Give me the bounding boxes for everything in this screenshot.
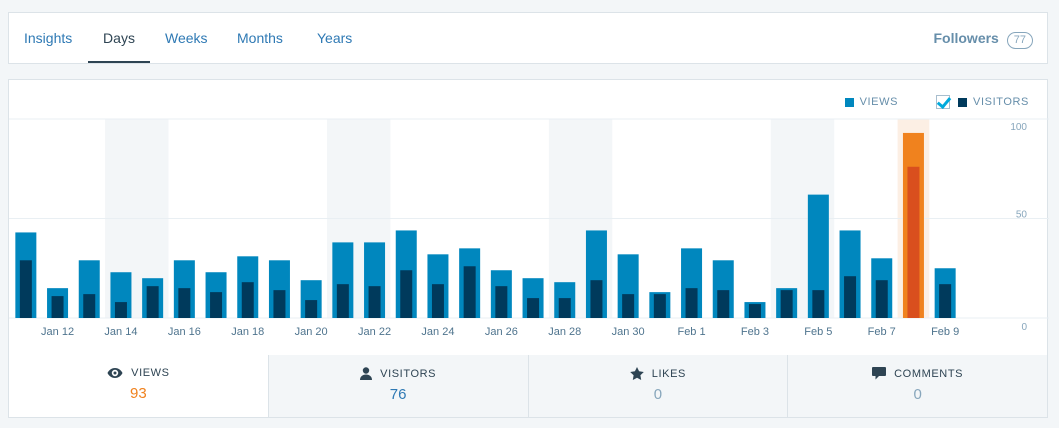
x-tick-label: Jan 26 xyxy=(485,326,518,338)
views-bar xyxy=(807,194,829,318)
stat-likes-label: LIKES xyxy=(651,367,686,380)
followers-label: Followers xyxy=(933,30,999,46)
visitors-bar xyxy=(748,304,761,318)
stat-likes-value: 0 xyxy=(653,386,663,403)
visitors-bar xyxy=(336,284,349,318)
visitors-bar xyxy=(653,294,666,318)
visitors-bar xyxy=(527,298,540,318)
visitors-checkbox[interactable] xyxy=(936,95,951,109)
y-tick-label: 100 xyxy=(1010,122,1027,133)
x-tick-label: Jan 30 xyxy=(612,326,645,338)
x-tick-label: Feb 9 xyxy=(931,326,959,338)
visitors-bar xyxy=(717,290,730,318)
star-icon xyxy=(629,367,644,380)
followers-count-badge: 77 xyxy=(1006,32,1033,49)
visitors-bar xyxy=(590,280,603,318)
x-tick-label: Feb 5 xyxy=(804,326,832,338)
eye-icon xyxy=(107,367,123,379)
x-tick-label: Feb 1 xyxy=(677,326,705,338)
tab-insights[interactable]: Insights xyxy=(24,30,73,46)
x-tick-label: Jan 14 xyxy=(104,326,137,338)
legend-views: VIEWS xyxy=(844,96,899,108)
visitors-bar xyxy=(241,282,254,318)
visitors-bar xyxy=(844,276,857,318)
visitors-bar xyxy=(558,298,571,318)
visitors-bar xyxy=(495,286,508,318)
legend-views-label: VIEWS xyxy=(859,96,899,108)
legend-visitors-swatch xyxy=(958,97,968,107)
stat-tab-views[interactable]: VIEWS 93 xyxy=(9,355,268,417)
y-tick-label: 0 xyxy=(1021,322,1027,333)
stat-views-label: VIEWS xyxy=(131,367,170,379)
bar-chart: 100 50 0 Jan 12 Jan 14 Jan 16 Jan 18 Jan 20 Jan … xyxy=(9,118,1049,338)
visitors-bar xyxy=(19,260,32,318)
x-tick-label: Jan 18 xyxy=(231,326,264,338)
visitors-bar xyxy=(463,266,476,318)
visitors-bar xyxy=(939,284,952,318)
visitors-bar xyxy=(146,286,159,318)
visitors-bar xyxy=(273,290,286,318)
x-tick-label: Jan 20 xyxy=(295,326,328,338)
visitors-bar xyxy=(400,270,413,318)
visitors-bar xyxy=(780,290,793,318)
stat-tab-likes[interactable]: LIKES 0 xyxy=(527,355,788,417)
chart-legend: VIEWS VISITORS xyxy=(844,94,1029,110)
stats-tabs: VIEWS 93 VISITORS 76 LIKES 0 COMMENTS 0 xyxy=(8,355,1048,418)
comment-icon xyxy=(872,367,887,380)
followers-link[interactable]: Followers 77 xyxy=(933,13,1033,63)
visitors-bar xyxy=(368,286,381,318)
stat-comments-label: COMMENTS xyxy=(894,367,964,380)
tab-days[interactable]: Days xyxy=(88,13,150,63)
period-nav: Insights Days Weeks Months Years Followe… xyxy=(8,12,1048,64)
tab-months[interactable]: Months xyxy=(237,30,283,46)
visitors-bar xyxy=(431,284,444,318)
x-tick-label: Feb 7 xyxy=(868,326,896,338)
visitors-bar xyxy=(622,294,635,318)
visitors-bar xyxy=(685,288,698,318)
visitors-bar xyxy=(305,300,318,318)
person-icon xyxy=(360,367,373,380)
tab-weeks[interactable]: Weeks xyxy=(165,30,208,46)
legend-visitors: VISITORS xyxy=(958,96,1029,108)
visitors-bar xyxy=(114,302,127,318)
x-tick-label: Jan 12 xyxy=(41,326,74,338)
legend-visitors-label: VISITORS xyxy=(973,96,1029,108)
x-tick-label: Jan 16 xyxy=(168,326,201,338)
stat-visitors-value: 76 xyxy=(389,386,407,403)
stat-tab-visitors[interactable]: VISITORS 76 xyxy=(267,355,528,417)
visitors-bar xyxy=(51,296,64,318)
x-tick-label: Jan 28 xyxy=(548,326,581,338)
x-tick-label: Feb 3 xyxy=(741,326,769,338)
visitors-bar xyxy=(875,280,888,318)
x-tick-label: Jan 22 xyxy=(358,326,391,338)
stat-views-value: 93 xyxy=(130,385,147,402)
legend-views-swatch xyxy=(844,97,854,107)
tab-years[interactable]: Years xyxy=(317,30,353,46)
visitors-bar xyxy=(907,166,920,318)
stat-comments-value: 0 xyxy=(913,386,922,403)
x-tick-label: Jan 24 xyxy=(421,326,454,338)
stat-visitors-label: VISITORS xyxy=(380,367,437,380)
visitors-bar xyxy=(83,294,96,318)
visitors-bar xyxy=(812,290,825,318)
visitors-bar xyxy=(210,292,223,318)
visitors-bar xyxy=(178,288,191,318)
stat-tab-comments[interactable]: COMMENTS 0 xyxy=(787,355,1047,417)
y-tick-label: 50 xyxy=(1016,210,1028,221)
